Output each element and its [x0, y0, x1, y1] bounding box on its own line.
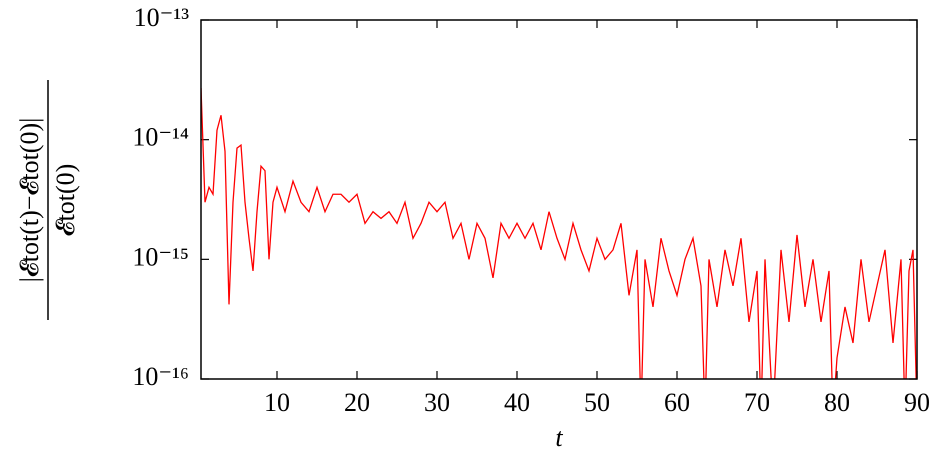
plot-frame — [200, 19, 918, 380]
x-tick-label: 40 — [504, 388, 530, 417]
y-tick-label: 10⁻¹³ — [134, 3, 190, 32]
x-tick-label: 80 — [824, 388, 850, 417]
x-tick-label: 20 — [344, 388, 370, 417]
data-line — [201, 88, 917, 379]
y-tick-label: 10⁻¹⁵ — [132, 242, 189, 271]
x-tick-label: 90 — [904, 388, 930, 417]
y-axis-label: |𝓔tot(t)−𝓔tot(0)| 𝓔tot(0) — [15, 80, 80, 320]
y-tick-label: 10⁻¹⁴ — [132, 123, 189, 152]
x-tick-label: 70 — [744, 388, 770, 417]
plot-area — [201, 88, 917, 379]
y-label-denominator: 𝓔tot(0) — [51, 164, 80, 237]
x-tick-label: 50 — [584, 388, 610, 417]
x-tick-label: 10 — [264, 388, 290, 417]
y-label-numerator: |𝓔tot(t)−𝓔tot(0)| — [15, 118, 44, 283]
x-axis-label: t — [555, 423, 563, 452]
x-tick-label: 30 — [424, 388, 450, 417]
y-tick-label: 10⁻¹⁶ — [132, 362, 189, 391]
x-tick-label: 60 — [664, 388, 690, 417]
